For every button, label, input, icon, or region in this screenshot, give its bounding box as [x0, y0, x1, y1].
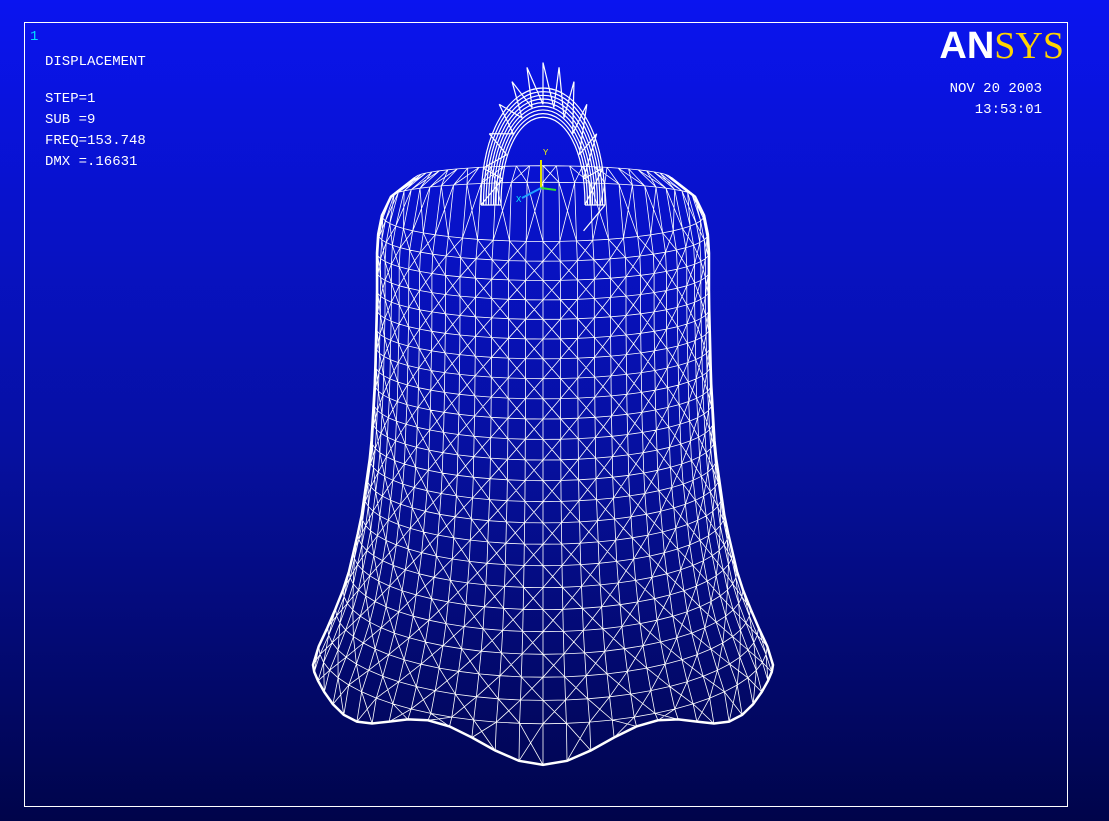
triad-y-label: Y — [543, 148, 549, 157]
window-frame — [24, 22, 1068, 807]
bell-outline — [311, 177, 775, 767]
legend-line: DMX =.16631 — [45, 154, 137, 170]
mesh-lines — [312, 165, 774, 766]
date: NOV 20 2003 — [950, 81, 1042, 97]
result-title: DISPLACEMENT — [45, 54, 146, 70]
legend-line: SUB =9 — [45, 112, 95, 128]
window-number: 1 — [30, 29, 38, 45]
logo-right: SYS — [994, 25, 1064, 67]
legend-line: STEP=1 — [45, 91, 95, 107]
time: 13:53:01 — [975, 102, 1042, 118]
ansys-logo: ANSYS — [939, 25, 1064, 67]
logo-left: AN — [939, 25, 994, 67]
legend-line: FREQ=153.748 — [45, 133, 146, 149]
triad: Y X — [516, 148, 557, 204]
handle-mesh — [480, 62, 606, 232]
bell-mesh — [311, 62, 775, 767]
legend-lines: STEP=1 SUB =9 FREQ=153.748 DMX =.16631 — [45, 91, 146, 170]
triad-x-label: X — [516, 195, 522, 204]
